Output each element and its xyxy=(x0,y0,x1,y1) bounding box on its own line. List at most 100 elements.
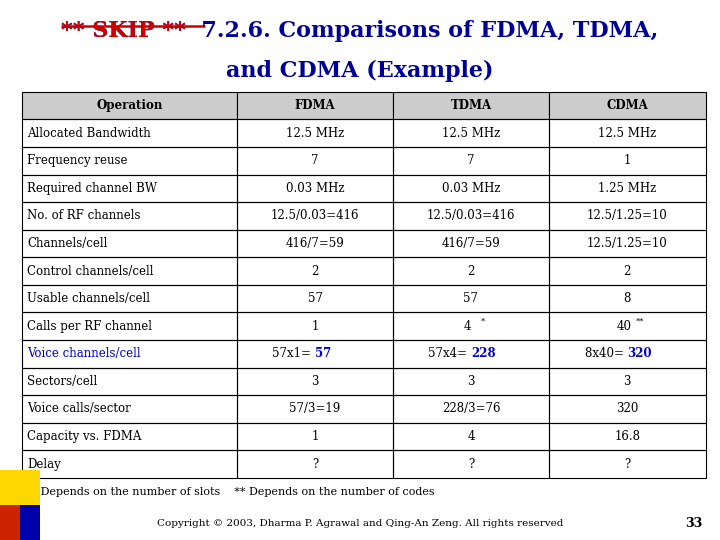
Bar xyxy=(237,92,393,119)
Bar xyxy=(22,92,237,119)
Bar xyxy=(549,340,706,368)
Bar xyxy=(237,257,393,285)
Bar xyxy=(237,423,393,450)
Text: 1.25 MHz: 1.25 MHz xyxy=(598,182,657,195)
Text: and CDMA (Example): and CDMA (Example) xyxy=(226,60,494,82)
Bar xyxy=(549,313,706,340)
Text: 4: 4 xyxy=(467,430,474,443)
Text: Control channels/cell: Control channels/cell xyxy=(27,265,153,278)
Bar xyxy=(237,313,393,340)
Text: Calls per RF channel: Calls per RF channel xyxy=(27,320,152,333)
Text: Copyright © 2003, Dharma P. Agrawal and Qing-An Zeng. All rights reserved: Copyright © 2003, Dharma P. Agrawal and … xyxy=(157,519,563,528)
Text: Operation: Operation xyxy=(96,99,163,112)
Bar xyxy=(237,395,393,423)
Text: Usable channels/cell: Usable channels/cell xyxy=(27,292,150,305)
Text: 2: 2 xyxy=(624,265,631,278)
Bar xyxy=(22,450,237,478)
Text: Delay: Delay xyxy=(27,457,60,471)
Text: Allocated Bandwidth: Allocated Bandwidth xyxy=(27,127,150,140)
Text: 33: 33 xyxy=(685,517,702,530)
Text: 57/3=19: 57/3=19 xyxy=(289,402,341,415)
Bar xyxy=(237,230,393,257)
Bar xyxy=(393,119,549,147)
Text: Frequency reuse: Frequency reuse xyxy=(27,154,127,167)
Text: 3: 3 xyxy=(467,375,474,388)
Bar xyxy=(549,450,706,478)
Bar xyxy=(549,395,706,423)
Bar xyxy=(549,92,706,119)
Text: 3: 3 xyxy=(311,375,319,388)
Bar xyxy=(393,147,549,174)
Text: Sectors/cell: Sectors/cell xyxy=(27,375,97,388)
Text: ?: ? xyxy=(624,457,631,471)
Bar xyxy=(393,450,549,478)
Text: Channels/cell: Channels/cell xyxy=(27,237,107,250)
Bar xyxy=(22,313,237,340)
Text: Required channel BW: Required channel BW xyxy=(27,182,157,195)
Bar xyxy=(237,340,393,368)
Bar xyxy=(393,92,549,119)
Text: 7: 7 xyxy=(467,154,474,167)
Text: 57: 57 xyxy=(307,292,323,305)
Text: FDMA: FDMA xyxy=(294,99,336,112)
Text: 2: 2 xyxy=(311,265,319,278)
Text: 7: 7 xyxy=(311,154,319,167)
Bar xyxy=(237,147,393,174)
Text: 416/7=59: 416/7=59 xyxy=(441,237,500,250)
Text: 416/7=59: 416/7=59 xyxy=(286,237,344,250)
Bar xyxy=(393,92,549,119)
Text: 320: 320 xyxy=(627,347,652,360)
Bar xyxy=(237,92,393,119)
Bar xyxy=(22,285,237,313)
Bar xyxy=(237,174,393,202)
Text: ?: ? xyxy=(312,457,318,471)
Text: 12.5/1.25=10: 12.5/1.25=10 xyxy=(587,237,667,250)
Text: 16.8: 16.8 xyxy=(614,430,640,443)
Text: 12.5/0.03=416: 12.5/0.03=416 xyxy=(427,210,516,222)
Bar xyxy=(549,92,706,119)
Bar xyxy=(549,147,706,174)
Bar xyxy=(393,395,549,423)
Bar xyxy=(549,174,706,202)
Bar xyxy=(393,230,549,257)
Text: 228/3=76: 228/3=76 xyxy=(442,402,500,415)
Bar xyxy=(22,230,237,257)
Bar xyxy=(237,202,393,230)
Text: 8x40=: 8x40= xyxy=(585,347,627,360)
Text: Voice calls/sector: Voice calls/sector xyxy=(27,402,131,415)
Text: 0.03 MHz: 0.03 MHz xyxy=(286,182,344,195)
Text: *  Depends on the number of slots    ** Depends on the number of codes: * Depends on the number of slots ** Depe… xyxy=(29,487,435,497)
Text: **: ** xyxy=(635,318,644,326)
Bar xyxy=(549,423,706,450)
Bar xyxy=(22,202,237,230)
Text: 2: 2 xyxy=(467,265,474,278)
Text: ** SKIP **  7.2.6. Comparisons of FDMA, TDMA,: ** SKIP ** 7.2.6. Comparisons of FDMA, T… xyxy=(61,20,659,42)
Bar xyxy=(393,257,549,285)
Text: 40: 40 xyxy=(616,320,631,333)
Bar xyxy=(22,423,237,450)
Bar xyxy=(549,119,706,147)
Bar xyxy=(237,450,393,478)
Text: 12.5/1.25=10: 12.5/1.25=10 xyxy=(587,210,667,222)
Text: 320: 320 xyxy=(616,402,639,415)
Text: 228: 228 xyxy=(471,347,495,360)
Bar xyxy=(22,119,237,147)
Text: TDMA: TDMA xyxy=(451,99,492,112)
Bar xyxy=(549,202,706,230)
Bar xyxy=(393,202,549,230)
Text: 1: 1 xyxy=(624,154,631,167)
Bar xyxy=(237,119,393,147)
Bar xyxy=(549,368,706,395)
Text: 1: 1 xyxy=(311,430,319,443)
Bar xyxy=(549,285,706,313)
Text: 57: 57 xyxy=(464,292,479,305)
Bar xyxy=(22,340,237,368)
Bar xyxy=(237,285,393,313)
Text: 12.5 MHz: 12.5 MHz xyxy=(442,127,500,140)
Text: Capacity vs. FDMA: Capacity vs. FDMA xyxy=(27,430,141,443)
Bar xyxy=(22,147,237,174)
Text: Voice channels/cell: Voice channels/cell xyxy=(27,347,140,360)
Text: 1: 1 xyxy=(311,320,319,333)
Text: 8: 8 xyxy=(624,292,631,305)
Text: 4: 4 xyxy=(464,320,472,333)
